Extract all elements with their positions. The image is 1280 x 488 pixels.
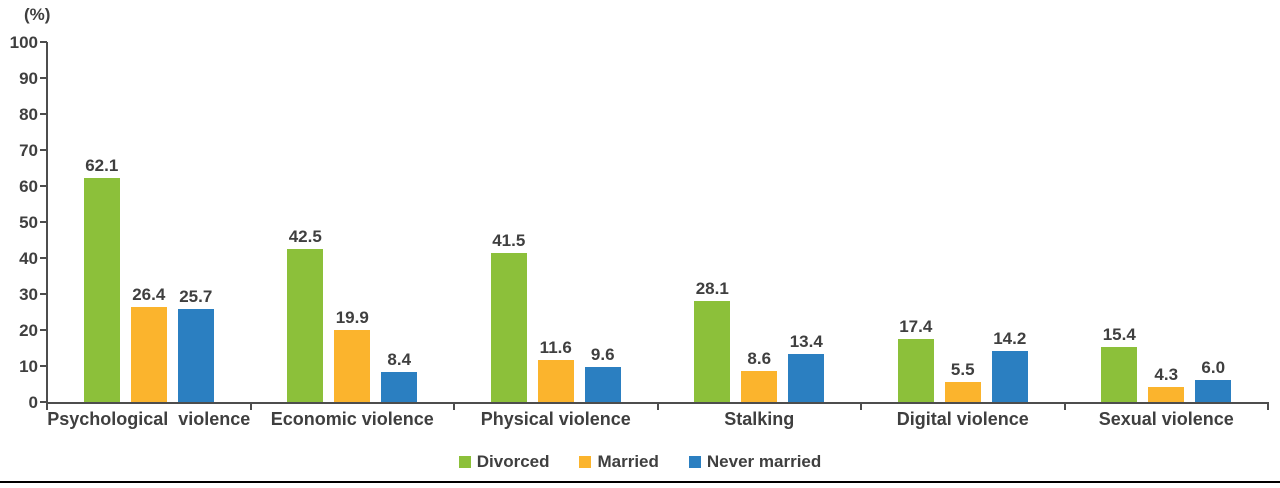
bar-never-married	[991, 350, 1028, 402]
bar-value-label: 42.5	[288, 227, 322, 246]
legend-item: Married	[579, 452, 659, 471]
bar-value-label: 8.6	[747, 349, 772, 369]
y-tick	[40, 149, 47, 151]
category-label: Stalking	[724, 409, 795, 429]
y-tick-label: 0	[28, 393, 38, 412]
bar-married	[1148, 386, 1185, 402]
bar-divorced	[83, 178, 120, 402]
legend-item: Divorced	[458, 452, 550, 471]
bar-never-married	[584, 367, 621, 402]
bar-value-label: 11.6	[539, 338, 572, 358]
y-tick-label: 30	[19, 285, 38, 304]
x-axis-line	[46, 402, 1269, 404]
y-tick	[40, 401, 47, 403]
legend-item: Never married	[688, 452, 822, 471]
y-tick-label: 10	[19, 357, 38, 376]
bar-divorced	[490, 252, 527, 402]
category-label: Digital violence	[896, 409, 1029, 429]
x-tick	[656, 404, 659, 410]
legend-swatch-icon	[579, 455, 592, 468]
category-label: Psychological violence	[47, 409, 251, 429]
bar-married	[334, 330, 371, 402]
bar-value-label: 41.5	[492, 230, 526, 250]
bar-never-married	[788, 353, 825, 402]
bar-never-married	[381, 371, 418, 402]
x-tick	[1267, 404, 1269, 410]
legend-label: Never married	[706, 452, 822, 471]
y-tick	[40, 329, 47, 331]
bar-value-label: 15.4	[1102, 324, 1136, 344]
y-axis-unit-label: (%)	[24, 5, 51, 24]
bar-value-label: 13.4	[789, 331, 823, 351]
y-tick	[40, 113, 47, 115]
y-tick-label: 50	[19, 213, 38, 232]
bar-divorced	[1101, 346, 1138, 402]
bar-value-label: 19.9	[335, 308, 369, 328]
bar-value-label: 8.4	[387, 349, 412, 369]
bar-divorced	[287, 249, 324, 402]
bar-value-label: 4.3	[1154, 364, 1179, 384]
x-tick	[453, 404, 455, 410]
y-tick-label: 80	[19, 105, 38, 124]
bar-value-label: 6.0	[1201, 358, 1226, 378]
y-tick	[40, 77, 47, 79]
bar-married	[537, 360, 574, 402]
legend-label: Divorced	[476, 452, 550, 471]
bar-married	[944, 382, 981, 402]
bar-value-label: 9.6	[590, 345, 615, 365]
y-tick-label: 100	[9, 33, 38, 52]
bar-value-label: 62.1	[85, 156, 119, 176]
bar-value-label: 17.4	[899, 317, 933, 337]
bar-value-label: 5.5	[950, 360, 975, 380]
bar-married	[741, 371, 778, 402]
y-tick	[40, 293, 47, 295]
y-tick-label: 70	[19, 141, 38, 160]
bar-never-married	[1195, 380, 1232, 402]
legend: Divorced Married Never married	[0, 453, 1280, 470]
y-tick-label: 40	[19, 249, 38, 268]
legend-swatch-icon	[458, 455, 471, 468]
category-label: Economic violence	[270, 409, 434, 429]
x-tick	[249, 404, 252, 410]
x-tick	[860, 404, 862, 410]
x-tick	[46, 404, 48, 410]
bar-divorced	[897, 339, 934, 402]
bottom-rule	[0, 481, 1280, 483]
x-tick	[1063, 404, 1066, 410]
category-label: Sexual violence	[1098, 409, 1234, 429]
category-label: Physical violence	[480, 409, 631, 429]
legend-label: Married	[597, 452, 659, 471]
y-tick	[40, 257, 47, 259]
bar-value-label: 28.1	[695, 278, 729, 298]
legend-swatch-icon	[688, 455, 701, 468]
bar-value-label: 25.7	[179, 287, 213, 307]
y-tick-label: 60	[19, 177, 38, 196]
y-tick-label: 20	[19, 321, 38, 340]
y-axis-line	[46, 42, 48, 404]
y-tick	[40, 41, 47, 43]
y-tick	[40, 365, 47, 367]
y-tick	[40, 221, 47, 223]
bar-never-married	[177, 309, 214, 402]
bar-married	[130, 306, 167, 402]
y-tick-label: 90	[19, 69, 38, 88]
bar-value-label: 26.4	[132, 284, 166, 304]
bar-value-label: 14.2	[993, 328, 1027, 348]
y-tick	[40, 185, 47, 187]
bar-divorced	[694, 300, 731, 402]
